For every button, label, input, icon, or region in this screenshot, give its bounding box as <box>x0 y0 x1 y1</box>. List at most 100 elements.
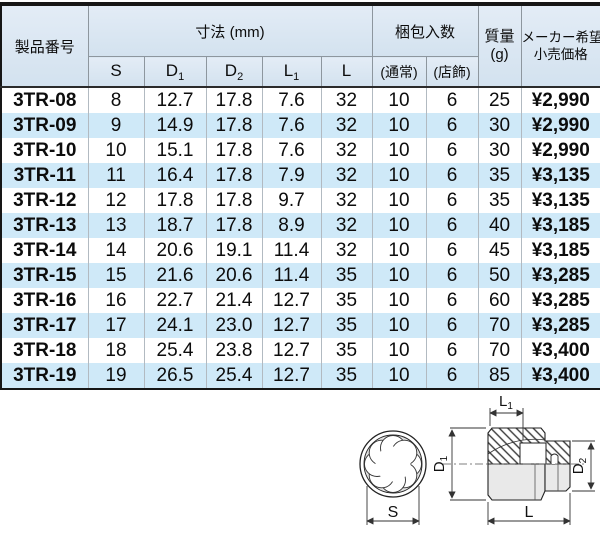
product-code-cell: 3TR-12 <box>13 190 77 211</box>
socket-side-view <box>443 427 587 501</box>
pack-display-cell: 6 <box>425 113 479 138</box>
mass-cell: 70 <box>477 338 522 363</box>
s-value-cell: 10 <box>87 138 144 163</box>
d2-value-cell: 20.6 <box>205 263 262 288</box>
l-value-cell: 35 <box>320 338 372 363</box>
product-code-cell: 3TR-16 <box>13 290 77 311</box>
pack-normal-cell: 10 <box>371 138 426 163</box>
pack-display-cell: 6 <box>425 238 479 263</box>
pack-normal-cell: 10 <box>371 188 426 213</box>
price-cell: ¥3,185 <box>520 213 600 238</box>
d1-value-cell: 18.7 <box>143 213 206 238</box>
pack-display-cell: 6 <box>425 363 479 389</box>
pack-display-cell: 6 <box>425 338 479 363</box>
label-d2: D2 <box>570 457 589 474</box>
l-value-cell: 32 <box>320 138 372 163</box>
mass-cell: 50 <box>477 263 522 288</box>
mass-cell: 25 <box>477 87 522 113</box>
table-row: 3TR-16 16 22.7 21.4 12.7 35 10 6 60 ¥3,2… <box>1 288 600 313</box>
d1-value-cell: 16.4 <box>143 163 206 188</box>
product-code-cell: 3TR-09 <box>13 115 77 136</box>
table-row: 3TR-08 8 12.7 17.8 7.6 32 10 6 25 ¥2,990 <box>1 87 600 113</box>
pack-display-cell: 6 <box>425 138 479 163</box>
pack-normal-cell: 10 <box>371 288 426 313</box>
table-row: 3TR-13 13 18.7 17.8 8.9 32 10 6 40 ¥3,18… <box>1 213 600 238</box>
s-value-cell: 8 <box>87 87 144 113</box>
table-row: 3TR-12 12 17.8 17.8 9.7 32 10 6 35 ¥3,13… <box>1 188 600 213</box>
pack-normal-cell: 10 <box>371 338 426 363</box>
price-cell: ¥2,990 <box>520 138 600 163</box>
subheader-display-pack-label: (店飾) <box>433 63 471 80</box>
mass-cell: 60 <box>477 288 522 313</box>
s-value-cell: 15 <box>87 263 144 288</box>
l1-value-cell: 9.7 <box>261 188 321 213</box>
price-cell: ¥3,185 <box>520 238 600 263</box>
price-cell: ¥2,990 <box>520 113 600 138</box>
l1-value-cell: 11.4 <box>261 238 321 263</box>
d2-value-cell: 17.8 <box>205 163 262 188</box>
l1-value-cell: 8.9 <box>261 213 321 238</box>
pack-display-cell: 6 <box>425 263 479 288</box>
l-value-cell: 32 <box>320 87 372 113</box>
d2-value-cell: 17.8 <box>205 188 262 213</box>
label-d1: D1 <box>431 455 450 472</box>
subheader-s-label: S <box>110 60 122 80</box>
spec-table: 製品番号 寸法 (mm) 梱包入数 質量 (g) メーカー希望 小売価格 S D… <box>0 2 600 390</box>
pack-normal-cell: 10 <box>371 238 426 263</box>
d2-value-cell: 23.8 <box>205 338 262 363</box>
s-value-cell: 9 <box>87 113 144 138</box>
pack-normal-cell: 10 <box>371 313 426 338</box>
pack-display-cell: 6 <box>425 87 479 113</box>
s-value-cell: 12 <box>87 188 144 213</box>
l1-value-cell: 7.6 <box>261 138 321 163</box>
header-price-line1: メーカー希望 <box>521 30 600 45</box>
header-dimensions: 寸法 (mm) <box>87 4 372 57</box>
d2-value-cell: 17.8 <box>205 138 262 163</box>
subheader-d1-sub: 1 <box>178 70 185 83</box>
product-code-cell: 3TR-19 <box>13 365 77 386</box>
subheader-d2: D2 <box>205 56 262 87</box>
l1-value-cell: 12.7 <box>261 313 321 338</box>
label-l: L <box>525 504 534 521</box>
socket-dimension-diagram: S L1 D1 D2 L <box>359 393 595 525</box>
d2-value-cell: 17.8 <box>205 87 262 113</box>
pack-normal-cell: 10 <box>371 163 426 188</box>
d1-value-cell: 12.7 <box>143 87 206 113</box>
l1-value-cell: 7.6 <box>261 87 321 113</box>
subheader-normal-pack: (通常) <box>371 56 426 87</box>
price-cell: ¥3,400 <box>520 338 600 363</box>
subheader-l1: L1 <box>261 56 321 87</box>
dimension-lines <box>366 408 595 525</box>
l-value-cell: 35 <box>320 313 372 338</box>
d1-value-cell: 20.6 <box>143 238 206 263</box>
s-value-cell: 16 <box>87 288 144 313</box>
product-code-cell: 3TR-10 <box>13 140 77 161</box>
mass-cell: 45 <box>477 238 522 263</box>
price-cell: ¥3,135 <box>520 163 600 188</box>
d2-value-cell: 23.0 <box>205 313 262 338</box>
pack-display-cell: 6 <box>425 288 479 313</box>
pack-display-cell: 6 <box>425 163 479 188</box>
price-cell: ¥3,285 <box>520 288 600 313</box>
subheader-l1-sub: 1 <box>293 70 300 83</box>
socket-front-view <box>359 430 427 498</box>
l-value-cell: 32 <box>320 238 372 263</box>
header-price: メーカー希望 小売価格 <box>520 4 600 87</box>
subheader-l-label: L <box>341 60 352 80</box>
table-row: 3TR-11 11 16.4 17.8 7.9 32 10 6 35 ¥3,13… <box>1 163 600 188</box>
table-row: 3TR-17 17 24.1 23.0 12.7 35 10 6 70 ¥3,2… <box>1 313 600 338</box>
l-value-cell: 35 <box>320 363 372 389</box>
d1-value-cell: 22.7 <box>143 288 206 313</box>
d1-value-cell: 24.1 <box>143 313 206 338</box>
s-value-cell: 17 <box>87 313 144 338</box>
mass-cell: 30 <box>477 138 522 163</box>
d2-value-cell: 19.1 <box>205 238 262 263</box>
table-row: 3TR-14 14 20.6 19.1 11.4 32 10 6 45 ¥3,1… <box>1 238 600 263</box>
l-value-cell: 32 <box>320 113 372 138</box>
header-mass-line2: (g) <box>490 46 509 63</box>
bottom-section: EHIME MACHINE HIGH QUALITY TOOL SELECT S… <box>0 390 600 536</box>
d2-value-cell: 21.4 <box>205 288 262 313</box>
header-packing: 梱包入数 <box>371 4 479 57</box>
subheader-l: L <box>320 56 372 87</box>
mass-cell: 40 <box>477 213 522 238</box>
